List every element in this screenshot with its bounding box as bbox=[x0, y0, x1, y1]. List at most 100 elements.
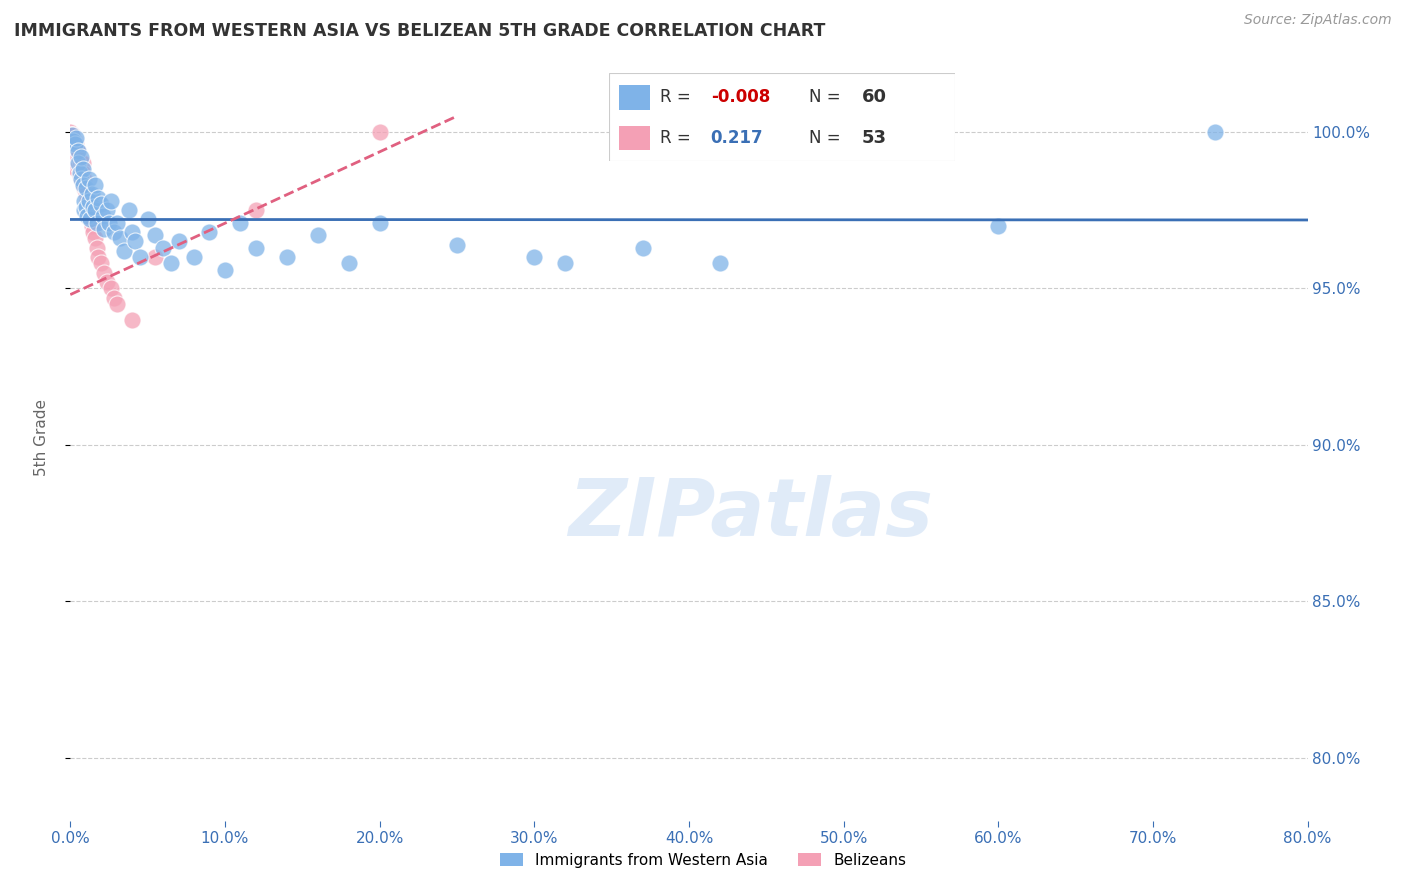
Point bbox=[70, 171, 93, 186]
Point bbox=[72, 156, 94, 170]
Point bbox=[145, 250, 166, 264]
Point bbox=[93, 266, 115, 280]
Point bbox=[145, 228, 166, 243]
Point bbox=[60, 137, 83, 152]
Point bbox=[65, 137, 87, 152]
Point bbox=[160, 256, 183, 270]
Point bbox=[59, 128, 82, 142]
Point bbox=[77, 194, 100, 208]
Point bbox=[62, 128, 84, 142]
Point bbox=[245, 241, 267, 255]
Point bbox=[63, 140, 86, 154]
Point bbox=[114, 244, 135, 258]
Text: IMMIGRANTS FROM WESTERN ASIA VS BELIZEAN 5TH GRADE CORRELATION CHART: IMMIGRANTS FROM WESTERN ASIA VS BELIZEAN… bbox=[14, 22, 825, 40]
Point bbox=[167, 235, 190, 249]
Point bbox=[446, 237, 468, 252]
Point bbox=[73, 181, 96, 195]
Point bbox=[67, 150, 90, 164]
Point bbox=[91, 210, 114, 224]
Point bbox=[105, 216, 128, 230]
Point bbox=[69, 159, 91, 173]
Point bbox=[60, 144, 83, 158]
Point bbox=[129, 250, 152, 264]
Point bbox=[368, 216, 391, 230]
Point bbox=[62, 156, 84, 170]
Point bbox=[124, 235, 146, 249]
Point bbox=[90, 196, 112, 211]
Point bbox=[73, 203, 96, 218]
Text: ZIPatlas: ZIPatlas bbox=[568, 475, 934, 553]
Point bbox=[63, 134, 86, 148]
Point bbox=[65, 162, 87, 177]
Point bbox=[76, 210, 98, 224]
Point bbox=[87, 190, 110, 204]
Point bbox=[93, 222, 115, 236]
Point bbox=[368, 125, 391, 139]
Legend: Immigrants from Western Asia, Belizeans: Immigrants from Western Asia, Belizeans bbox=[492, 845, 914, 875]
Point bbox=[72, 175, 94, 189]
Point bbox=[183, 250, 205, 264]
Point bbox=[245, 203, 267, 218]
Point bbox=[152, 241, 174, 255]
Point bbox=[67, 144, 90, 158]
Point bbox=[121, 312, 143, 326]
Point bbox=[90, 256, 112, 270]
Point bbox=[84, 178, 107, 192]
Point bbox=[80, 219, 103, 233]
Y-axis label: 5th Grade: 5th Grade bbox=[35, 399, 49, 475]
Point bbox=[82, 225, 105, 239]
Point bbox=[69, 165, 91, 179]
Point bbox=[70, 171, 93, 186]
Point bbox=[79, 212, 101, 227]
Point bbox=[59, 131, 82, 145]
Point bbox=[229, 216, 252, 230]
Point bbox=[67, 144, 90, 158]
Point bbox=[73, 171, 96, 186]
Point bbox=[84, 231, 107, 245]
Text: Source: ZipAtlas.com: Source: ZipAtlas.com bbox=[1244, 13, 1392, 28]
Point bbox=[98, 216, 120, 230]
Point bbox=[82, 200, 105, 214]
Point bbox=[709, 256, 731, 270]
Point bbox=[72, 162, 94, 177]
Point bbox=[59, 125, 82, 139]
Point bbox=[60, 134, 83, 148]
Point bbox=[60, 128, 83, 142]
Point bbox=[77, 203, 100, 218]
Point bbox=[70, 162, 93, 177]
Point bbox=[105, 297, 128, 311]
Point bbox=[67, 159, 90, 173]
Point bbox=[198, 225, 221, 239]
Point bbox=[65, 156, 87, 170]
Point bbox=[75, 181, 97, 195]
Point bbox=[77, 171, 100, 186]
Point bbox=[69, 169, 91, 183]
Point bbox=[60, 128, 83, 142]
Point bbox=[73, 194, 96, 208]
Point bbox=[72, 178, 94, 192]
Point bbox=[63, 146, 86, 161]
Point bbox=[62, 140, 84, 154]
Point bbox=[63, 137, 86, 152]
Point bbox=[554, 256, 576, 270]
Point bbox=[84, 203, 107, 218]
Point bbox=[75, 200, 97, 214]
Point bbox=[67, 156, 90, 170]
Point bbox=[63, 156, 86, 170]
Point bbox=[65, 131, 87, 145]
Point bbox=[72, 165, 94, 179]
Point bbox=[87, 250, 110, 264]
Point bbox=[103, 291, 125, 305]
Point bbox=[100, 281, 122, 295]
Point bbox=[76, 194, 98, 208]
Point bbox=[276, 250, 298, 264]
Point bbox=[631, 241, 654, 255]
Point bbox=[118, 203, 141, 218]
Point bbox=[214, 262, 236, 277]
Point bbox=[100, 194, 122, 208]
Point bbox=[62, 146, 84, 161]
Point bbox=[79, 212, 101, 227]
Point bbox=[136, 212, 159, 227]
Point bbox=[523, 250, 546, 264]
Point bbox=[337, 256, 360, 270]
